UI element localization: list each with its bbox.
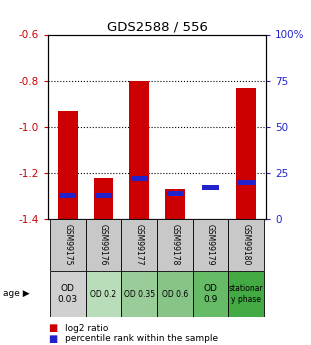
Text: GSM99178: GSM99178 [170,224,179,266]
Bar [167,191,183,196]
Text: ■: ■ [48,324,58,333]
Bar [157,219,193,271]
Bar [236,88,256,219]
Bar [121,219,157,271]
Bar [59,193,76,198]
Bar [229,219,264,271]
Bar [50,271,86,317]
Title: GDS2588 / 556: GDS2588 / 556 [107,20,207,33]
Bar [121,271,157,317]
Text: OD 0.35: OD 0.35 [124,289,155,299]
Bar [193,271,229,317]
Text: stationar
y phase: stationar y phase [229,284,264,304]
Bar [50,219,86,271]
Bar [86,271,121,317]
Bar [94,178,113,219]
Bar [202,185,219,190]
Bar [201,219,220,221]
Text: GSM99175: GSM99175 [63,224,72,266]
Text: OD
0.9: OD 0.9 [203,284,218,304]
Text: OD 0.2: OD 0.2 [91,289,117,299]
Text: OD 0.6: OD 0.6 [162,289,188,299]
Text: ■: ■ [48,334,58,344]
Bar [86,219,121,271]
Text: GSM99177: GSM99177 [135,224,144,266]
Text: GSM99180: GSM99180 [242,224,251,266]
Bar [165,189,185,219]
Bar [95,193,112,198]
Bar [238,180,255,185]
Bar [157,271,193,317]
Bar [58,111,78,219]
Text: GSM99176: GSM99176 [99,224,108,266]
Text: OD
0.03: OD 0.03 [58,284,78,304]
Text: percentile rank within the sample: percentile rank within the sample [65,334,218,343]
Text: age ▶: age ▶ [3,289,30,298]
Text: log2 ratio: log2 ratio [65,324,109,333]
Bar [129,81,149,219]
Bar [193,219,229,271]
Text: GSM99179: GSM99179 [206,224,215,266]
Bar [229,271,264,317]
Bar [131,176,147,181]
